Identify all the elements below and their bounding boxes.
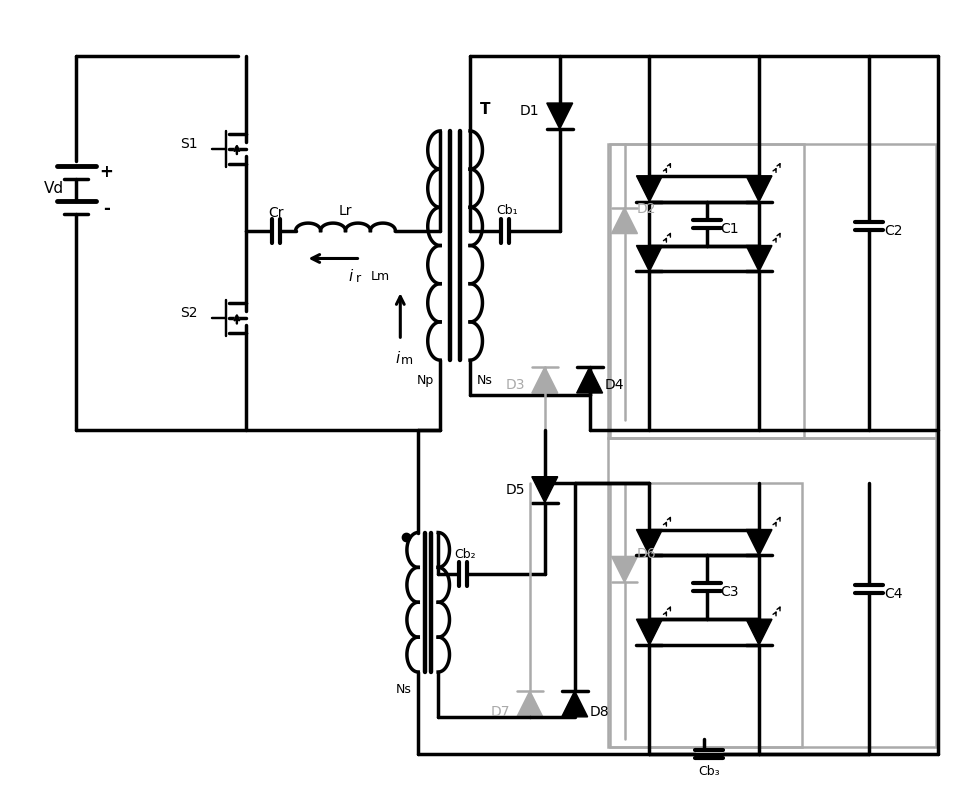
Text: D6: D6 (637, 547, 656, 561)
Text: +: + (100, 163, 113, 181)
Polygon shape (577, 367, 603, 393)
Polygon shape (746, 530, 772, 556)
Text: -: - (103, 200, 109, 218)
Polygon shape (746, 619, 772, 645)
Bar (608, 438, 936, 747)
Polygon shape (637, 530, 663, 556)
Text: i: i (348, 269, 353, 284)
Text: C2: C2 (885, 223, 903, 237)
Text: i: i (395, 351, 399, 365)
Text: D7: D7 (490, 705, 510, 719)
Text: Ns: Ns (477, 373, 493, 387)
Text: C1: C1 (720, 222, 738, 236)
Text: Lm: Lm (371, 270, 390, 283)
Text: Cb₁: Cb₁ (496, 204, 517, 217)
Polygon shape (637, 176, 663, 202)
Polygon shape (532, 367, 558, 393)
Text: C3: C3 (720, 586, 738, 599)
Text: Ns: Ns (395, 684, 411, 696)
Text: S1: S1 (180, 137, 198, 151)
Polygon shape (746, 245, 772, 271)
Polygon shape (611, 208, 638, 233)
Text: T: T (480, 101, 490, 116)
Text: D2: D2 (637, 202, 656, 215)
Text: D3: D3 (505, 378, 524, 392)
Text: S2: S2 (180, 307, 198, 320)
Bar (610, 483, 802, 747)
Polygon shape (746, 176, 772, 202)
Polygon shape (637, 619, 663, 645)
Polygon shape (611, 556, 638, 582)
Text: Cb₃: Cb₃ (699, 765, 720, 778)
Text: D8: D8 (590, 705, 610, 719)
Text: Vd: Vd (45, 182, 65, 196)
Text: m: m (401, 354, 414, 366)
Polygon shape (516, 691, 543, 717)
Text: D4: D4 (605, 378, 624, 392)
Text: C4: C4 (885, 587, 903, 601)
Bar (610, 144, 804, 438)
Polygon shape (532, 476, 558, 502)
Text: Cr: Cr (268, 206, 284, 219)
Text: Cb₂: Cb₂ (454, 548, 476, 561)
Text: Lr: Lr (339, 204, 353, 218)
Polygon shape (562, 691, 587, 717)
Text: D5: D5 (505, 483, 524, 497)
Text: r: r (356, 272, 361, 285)
Polygon shape (547, 103, 573, 129)
Text: Np: Np (417, 373, 434, 387)
Bar (608, 144, 936, 438)
Polygon shape (637, 245, 663, 271)
Text: D1: D1 (520, 104, 540, 118)
